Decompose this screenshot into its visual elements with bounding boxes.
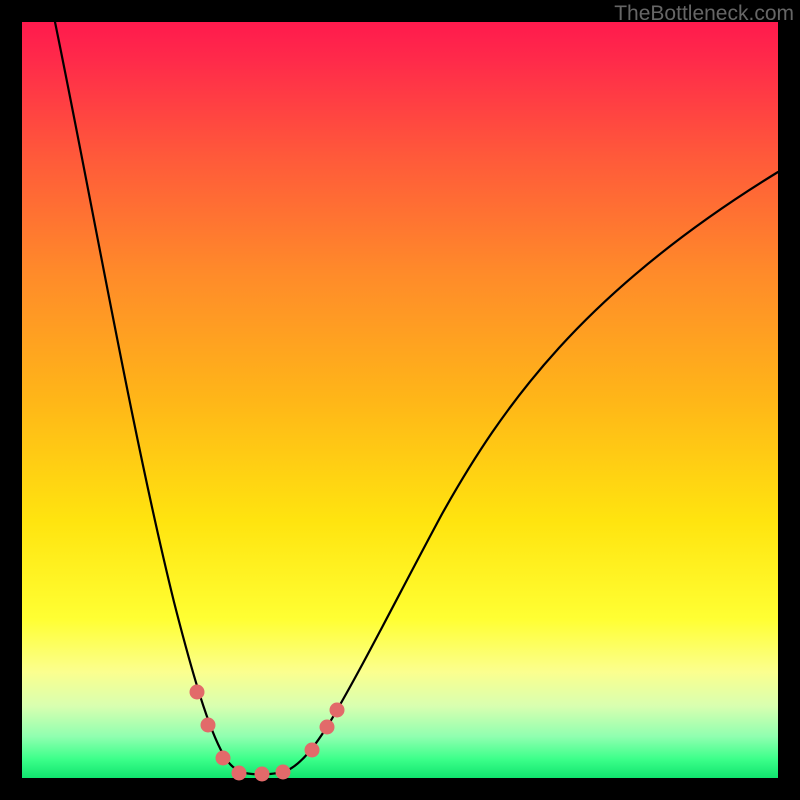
curve-marker — [255, 767, 270, 782]
curve-marker — [320, 720, 335, 735]
curve-marker — [190, 685, 205, 700]
plot-background — [22, 22, 778, 778]
bottleneck-chart — [0, 0, 800, 800]
curve-marker — [305, 743, 320, 758]
curve-marker — [330, 703, 345, 718]
chart-stage: TheBottleneck.com — [0, 0, 800, 800]
curve-marker — [216, 751, 231, 766]
curve-marker — [201, 718, 216, 733]
curve-marker — [276, 765, 291, 780]
curve-marker — [232, 766, 247, 781]
